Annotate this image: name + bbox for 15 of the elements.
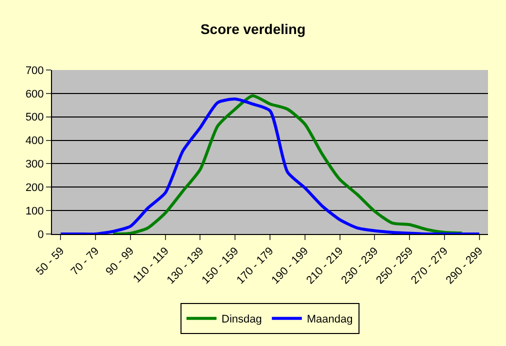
- x-tick-label: 50 - 59: [34, 245, 67, 278]
- y-tick-label: 200: [25, 182, 44, 194]
- y-tick-label: 400: [25, 135, 44, 148]
- y-tick-label: 700: [25, 64, 44, 77]
- line-series: [59, 98, 481, 234]
- line-series: [112, 94, 464, 234]
- legend-label: Maandag: [306, 314, 353, 326]
- x-tick-label: 70 - 79: [68, 245, 102, 278]
- y-tick-label: 0: [38, 228, 44, 241]
- y-tick-label: 600: [25, 88, 44, 100]
- chart-title: Score verdeling: [200, 21, 306, 38]
- y-tick-label: 300: [25, 158, 44, 171]
- y-tick-label: 100: [25, 205, 44, 218]
- y-tick-label: 500: [25, 112, 44, 124]
- legend-label: Dinsdag: [222, 314, 262, 326]
